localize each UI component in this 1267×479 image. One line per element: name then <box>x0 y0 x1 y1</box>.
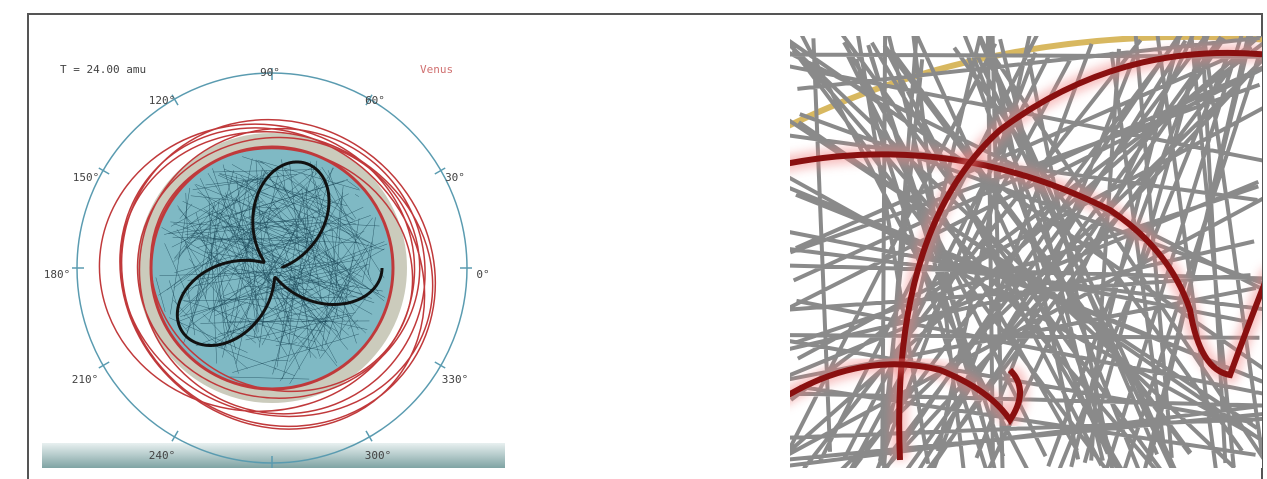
orbit <box>136 136 421 399</box>
orbit <box>120 118 437 428</box>
ring-tick <box>171 430 179 442</box>
grey-lines <box>790 36 1262 468</box>
gradient-bar <box>42 443 505 468</box>
zoom-panel <box>790 36 1262 468</box>
angle-label: 0° <box>476 268 489 281</box>
angle-label: 330° <box>442 373 469 386</box>
ring-tick <box>98 167 110 175</box>
ring-tick <box>171 94 179 106</box>
orbit <box>119 127 426 430</box>
angle-label: 240° <box>149 449 176 462</box>
ring-tick <box>98 361 110 369</box>
angle-label: 90° <box>260 66 280 79</box>
trail <box>790 151 1262 379</box>
orbit <box>98 123 416 413</box>
ring-tick <box>365 94 373 106</box>
angle-label: 210° <box>72 373 99 386</box>
angle-label: 150° <box>73 171 100 184</box>
orbit-band <box>137 133 407 403</box>
orbit <box>149 145 395 391</box>
angle-label: 30° <box>445 171 465 184</box>
angle-label: 180° <box>44 268 71 281</box>
time-label: T = 24.00 amu <box>60 63 146 76</box>
rose-curve <box>175 160 384 347</box>
angle-label: 300° <box>365 449 392 462</box>
ring-tick <box>434 361 446 369</box>
legend-label: Venus <box>420 63 453 76</box>
angle-label: 120° <box>149 94 176 107</box>
orbit <box>138 127 426 415</box>
ring-tick <box>365 430 373 442</box>
trail <box>896 49 1262 461</box>
ring-tick <box>434 167 446 175</box>
polar-plot <box>72 68 472 468</box>
angle-label: 60° <box>365 94 385 107</box>
trail <box>790 361 1023 426</box>
